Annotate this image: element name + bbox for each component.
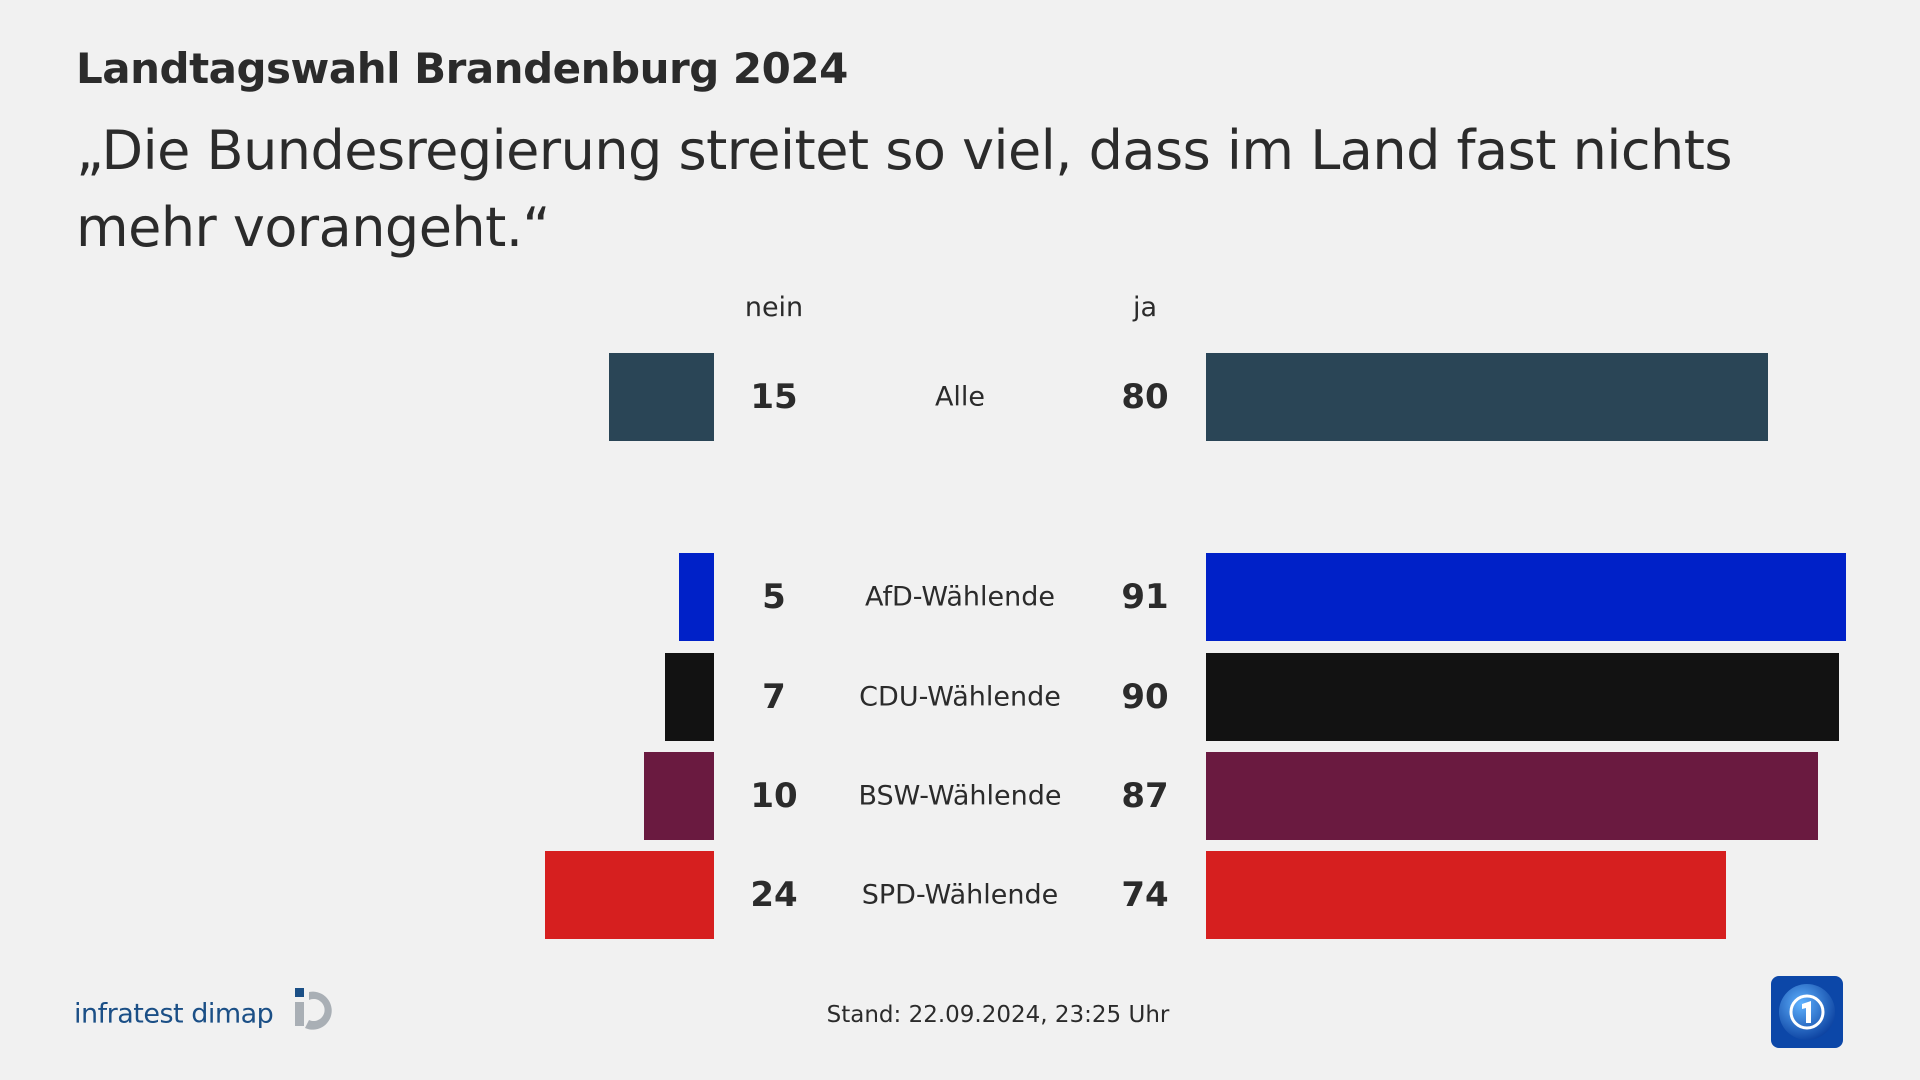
category-label-alle: Alle <box>934 381 986 413</box>
value-nein-afd-w-hlende: 5 <box>762 577 786 617</box>
category-label-bsw-w-hlende: BSW-Wählende <box>858 780 1062 812</box>
bar-nein-spd-w-hlende <box>545 851 714 939</box>
bar-nein-alle <box>608 353 714 441</box>
bar-nein-cdu-w-hlende <box>664 653 714 741</box>
bar-ja-alle <box>1206 353 1769 441</box>
column-header-ja: ja <box>1132 292 1158 323</box>
category-label-cdu-w-hlende: CDU-Wählende <box>859 681 1061 713</box>
value-nein-alle: 15 <box>750 377 798 417</box>
bar-ja-spd-w-hlende <box>1206 851 1727 939</box>
timestamp: Stand: 22.09.2024, 23:25 Uhr <box>826 1002 1170 1028</box>
bar-nein-afd-w-hlende <box>678 553 714 641</box>
bar-nein-bsw-w-hlende <box>643 752 714 840</box>
logo-text: infratest dimap <box>74 998 274 1030</box>
value-ja-afd-w-hlende: 91 <box>1121 577 1169 617</box>
bar-ja-afd-w-hlende <box>1206 553 1846 641</box>
value-ja-spd-w-hlende: 74 <box>1121 875 1169 915</box>
value-nein-spd-w-hlende: 24 <box>750 875 798 915</box>
value-nein-cdu-w-hlende: 7 <box>762 677 786 717</box>
tagesschau-globe-icon <box>1771 976 1843 1048</box>
value-nein-bsw-w-hlende: 10 <box>750 776 798 816</box>
infratest-dimap-logo: infratest dimap <box>74 988 339 1034</box>
category-label-afd-w-hlende: AfD-Wählende <box>864 581 1056 613</box>
bar-ja-cdu-w-hlende <box>1206 653 1839 741</box>
chart-title: Landtagswahl Brandenburg 2024 <box>76 44 848 93</box>
infratest-dimap-icon <box>295 988 333 1030</box>
value-ja-cdu-w-hlende: 90 <box>1121 677 1169 717</box>
value-ja-bsw-w-hlende: 87 <box>1121 776 1169 816</box>
category-label-spd-w-hlende: SPD-Wählende <box>861 879 1059 911</box>
value-ja-alle: 80 <box>1121 377 1169 417</box>
column-header-nein: nein <box>744 292 804 323</box>
chart-subtitle: „Die Bundesregierung streitet so viel, d… <box>76 119 1733 259</box>
bar-ja-bsw-w-hlende <box>1206 752 1818 840</box>
